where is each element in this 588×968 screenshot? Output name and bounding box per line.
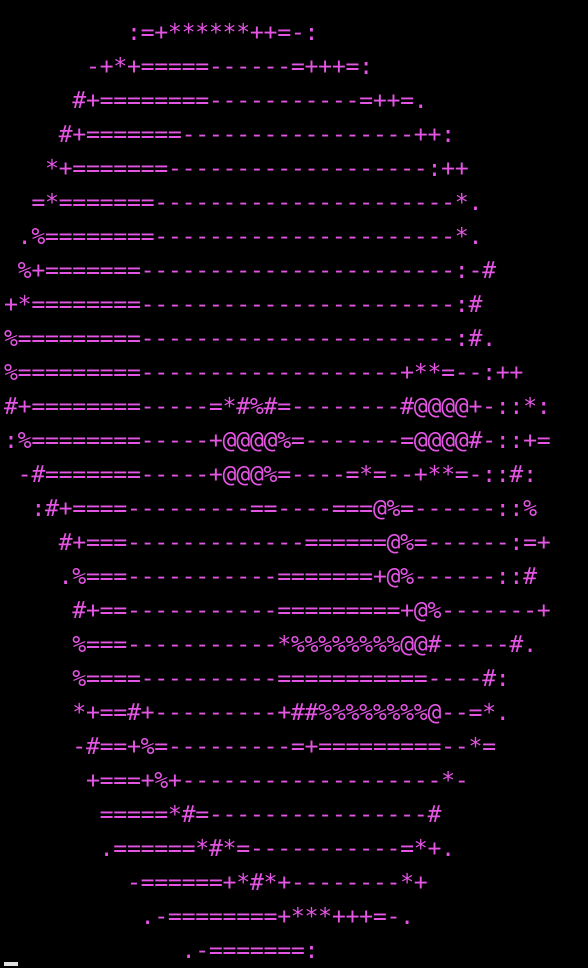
ascii-line: .%========----------------------*.: [4, 223, 483, 250]
ascii-line: :%========-----+@@@@%=-------=@@@@#-::+=: [4, 427, 551, 454]
ascii-line: .-========+***+++=-.: [4, 903, 415, 930]
ascii-line: %=========-----------------------:#.: [4, 325, 496, 352]
ascii-line: +*========-----------------------:#: [4, 291, 483, 318]
ascii-line: =====*#=----------------#: [4, 801, 442, 828]
ascii-line: %=========-------------------+**=--:++: [4, 359, 524, 386]
ascii-line: #+=======-----------------++:: [4, 121, 455, 148]
ascii-line: *+=======-------------------:++: [4, 155, 469, 182]
ascii-line: %====----------===========----#:: [4, 665, 510, 692]
ascii-line: -#==+%=---------=+=========--*=: [4, 733, 496, 760]
ascii-line: .======*#*=-----------=*+.: [4, 835, 455, 862]
terminal-cursor: [4, 962, 18, 966]
ascii-line: +===+%+-------------------*-: [4, 767, 469, 794]
ascii-line: %===-----------*%%%%%%%%@@#-----#.: [4, 631, 537, 658]
ascii-line: .%===-----------=======+@%------::#: [4, 563, 537, 590]
ascii-art: :=+******++=-: -+*+=====------=+++=: #+=…: [4, 16, 551, 968]
ascii-line: =*=======----------------------*.: [4, 189, 483, 216]
ascii-line: -+*+=====------=+++=:: [4, 53, 373, 80]
ascii-line: #+===-------------======@%=------:=+: [4, 529, 551, 556]
ascii-line: :=+******++=-:: [4, 19, 319, 46]
ascii-line: #+========-----------=++=.: [4, 87, 428, 114]
ascii-line: -#=======-----+@@@%=----=*=--+**=-::#:: [4, 461, 537, 488]
ascii-line: %+=======-----------------------:-#: [4, 257, 496, 284]
ascii-line: *+==#+---------+##%%%%%%%%@--=*.: [4, 699, 510, 726]
ascii-line: -======+*#*+--------*+: [4, 869, 428, 896]
ascii-line: #+========-----=*#%#=--------#@@@@+-::*:: [4, 393, 551, 420]
ascii-line: .-=======:: [4, 937, 319, 964]
ascii-line: :#+====---------==----===@%=------::%: [4, 495, 537, 522]
ascii-line: #+==-----------=========+@%-------+: [4, 597, 551, 624]
